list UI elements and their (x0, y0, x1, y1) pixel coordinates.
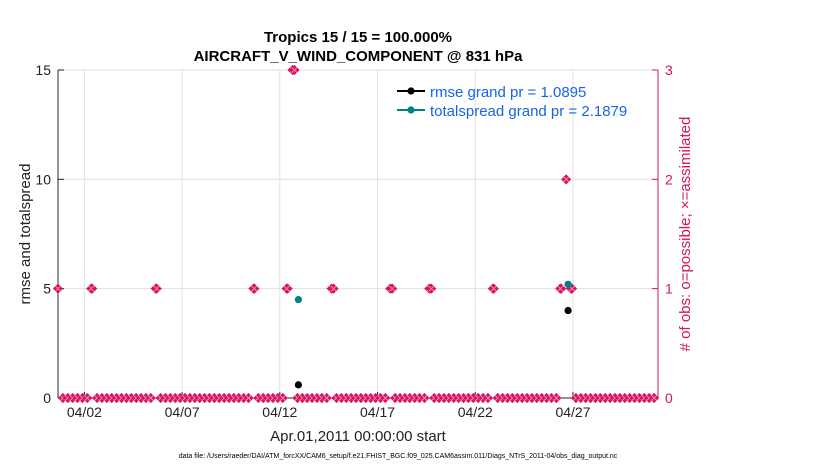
y-right-tick-label: 2 (665, 171, 673, 187)
obs-assimilated-cross (291, 66, 298, 74)
obs-assimilated-cross (84, 394, 91, 402)
obs-assimilated-cross (323, 394, 330, 402)
obs-assimilated-cross (651, 394, 658, 402)
legend-totalspread-marker (407, 106, 415, 114)
rmse-point (294, 381, 302, 389)
obs-assimilated-cross (251, 285, 258, 292)
y-left-tick-label: 10 (35, 171, 51, 187)
tick-labels: 04/02 04/07 04/12 04/17 04/22 04/27 0 5 10 15 0 1 2 3 (35, 62, 673, 420)
obs-assimilated-cross (279, 394, 286, 402)
legend: rmse grand pr = 1.0895 totalspread grand… (397, 84, 627, 120)
legend-totalspread-label: totalspread grand pr = 2.1879 (430, 103, 627, 120)
obs-assimilated-cross (153, 285, 160, 292)
y-right-tick-label: 0 (665, 390, 673, 406)
y-left-tick-label: 0 (43, 390, 51, 406)
obs-assimilated-cross (557, 285, 564, 292)
chart-title-line2: AIRCRAFT_V_WIND_COMPONENT @ 831 hPa (194, 48, 524, 65)
rmse-point (564, 306, 572, 315)
obs-assimilated-cross (330, 285, 337, 292)
legend-rmse-marker (407, 87, 415, 95)
x-tick-label: 04/27 (555, 404, 590, 420)
obs-assimilated-cross (245, 394, 252, 402)
legend-rmse-label: rmse grand pr = 1.0895 (430, 84, 586, 101)
y-axis-left-label: rmse and totalspread (17, 164, 34, 305)
obs-assimilated-cross (382, 394, 389, 402)
obs-assimilated-cross (389, 285, 396, 292)
x-tick-label: 04/12 (262, 404, 297, 420)
y-right-tick-label: 3 (665, 62, 673, 78)
series-markers (294, 280, 572, 389)
x-tick-label: 04/07 (165, 404, 200, 420)
obs-assimilated-cross (283, 285, 290, 292)
x-tick-label: 04/22 (458, 404, 493, 420)
data-file-footnote: data file: /Users/raeder/DAI/ATM_forcXX/… (179, 453, 618, 460)
obs-assimilated-cross (490, 285, 497, 292)
x-tick-label: 04/02 (67, 404, 102, 420)
obs-count-markers (52, 64, 660, 404)
y-right-tick-label: 1 (665, 281, 673, 297)
totalspread-point (294, 296, 302, 304)
obs-assimilated-cross (484, 394, 492, 402)
x-axis-label: Apr.01,2011 00:00:00 start (270, 428, 447, 445)
totalspread-point (564, 280, 572, 288)
obs-assimilated-cross (54, 285, 62, 292)
obs-assimilated-cross (553, 394, 560, 402)
obs-assimilated-cross (147, 394, 154, 402)
y-left-tick-label: 15 (35, 62, 51, 78)
obs-assimilated-cross (421, 394, 428, 402)
obs-assimilated-cross (563, 176, 570, 183)
y-left-tick-label: 5 (43, 281, 51, 297)
obs-assimilated-cross (88, 285, 95, 292)
y-axis-right-label: # of obs: o=possible; ×=assimilated (677, 117, 694, 352)
x-tick-label: 04/17 (360, 404, 395, 420)
chart-title-line1: Tropics 15 / 15 = 100.000% (264, 29, 452, 46)
obs-assimilated-cross (428, 285, 435, 292)
